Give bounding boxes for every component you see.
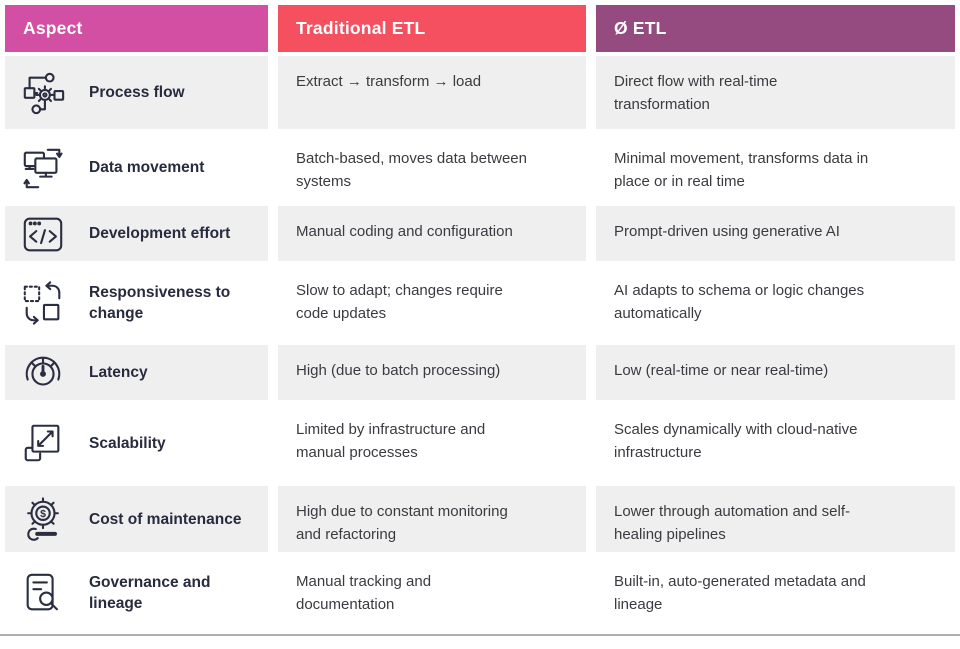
scalability-icon xyxy=(18,420,68,466)
aspect-cell-responsiveness: Responsiveness to change xyxy=(5,265,268,341)
gauge-icon xyxy=(25,356,61,386)
svg-text:$: $ xyxy=(40,508,46,520)
traditional-cell: Manual coding and configuration xyxy=(278,206,586,261)
document-search-icon xyxy=(26,573,58,611)
traditional-cell: Limited by infrastructure and manual pro… xyxy=(296,421,486,461)
governance-and-lineage-icon xyxy=(18,570,68,616)
aspect-cell-latency: Latency xyxy=(5,345,268,400)
traditional-cell: Manual tracking and documentation xyxy=(296,573,432,613)
process-flow-icon xyxy=(23,72,65,114)
zero-etl-cell: Built-in, auto-generated metadata and li… xyxy=(614,573,866,613)
process-flow-icon xyxy=(18,70,68,116)
data-movement-icon xyxy=(23,148,63,188)
header-cell-aspect: Aspect xyxy=(5,5,268,52)
comparison-table: Aspect Traditional ETL Ø ETL Process flo… xyxy=(5,5,955,630)
header-traditional-label: Traditional ETL xyxy=(296,18,426,38)
data-movement-icon xyxy=(18,145,68,191)
zero-etl-cell: Minimal movement, transforms data in pla… xyxy=(614,150,869,190)
traditional-cell: Slow to adapt; changes require code upda… xyxy=(296,282,503,322)
aspect-label: Data movement xyxy=(89,159,205,176)
aspect-label: Governance and lineage xyxy=(89,574,211,612)
zero-etl-cell: Lower through automation and self- heali… xyxy=(596,486,955,552)
header-cell-traditional-etl: Traditional ETL xyxy=(278,5,586,52)
latency-icon xyxy=(18,350,68,396)
aspect-cell-cost: $ Cost of maintenance xyxy=(5,486,268,552)
transform-arrows-icon xyxy=(23,281,61,325)
zero-etl-cell: Direct flow with real-time transformatio… xyxy=(596,56,955,129)
aspect-cell-data-movement: Data movement xyxy=(5,133,268,202)
development-effort-icon xyxy=(18,211,68,257)
zero-etl-cell: Scales dynamically with cloud-native inf… xyxy=(614,421,858,461)
expand-squares-icon xyxy=(24,424,60,462)
aspect-label: Process flow xyxy=(89,84,185,101)
zero-etl-cell: Low (real-time or near real-time) xyxy=(596,345,955,400)
responsiveness-to-change-icon xyxy=(18,280,68,326)
header-cell-zero-etl: Ø ETL xyxy=(596,5,955,52)
aspect-label: Scalability xyxy=(89,434,166,452)
aspect-label: Latency xyxy=(89,364,148,381)
aspect-cell-process-flow: Process flow xyxy=(5,56,268,129)
aspect-label: Development effort xyxy=(89,225,231,242)
aspect-cell-development-effort: Development effort xyxy=(5,206,268,261)
aspect-label: Responsiveness to change xyxy=(89,284,231,322)
bottom-divider xyxy=(0,634,960,636)
aspect-cell-governance: Governance and lineage xyxy=(5,556,268,630)
zero-etl-cell: Prompt-driven using generative AI xyxy=(596,206,955,261)
header-zero-etl-label: Ø ETL xyxy=(614,18,667,38)
zero-etl-cell: AI adapts to schema or logic changes aut… xyxy=(614,282,865,322)
traditional-cell: Extract → transform → load xyxy=(278,56,586,129)
aspect-label: Cost of maintenance xyxy=(89,510,242,528)
traditional-cell: High (due to batch processing) xyxy=(278,345,586,400)
code-window-icon xyxy=(23,217,63,251)
aspect-cell-scalability: Scalability xyxy=(5,404,268,482)
gear-dollar-wrench-icon: $ xyxy=(27,497,59,541)
cost-of-maintenance-icon: $ xyxy=(18,496,68,542)
traditional-cell: Batch-based, moves data between systems xyxy=(296,150,527,190)
header-aspect-label: Aspect xyxy=(23,18,83,38)
traditional-cell: High due to constant monitoring and refa… xyxy=(278,486,586,552)
